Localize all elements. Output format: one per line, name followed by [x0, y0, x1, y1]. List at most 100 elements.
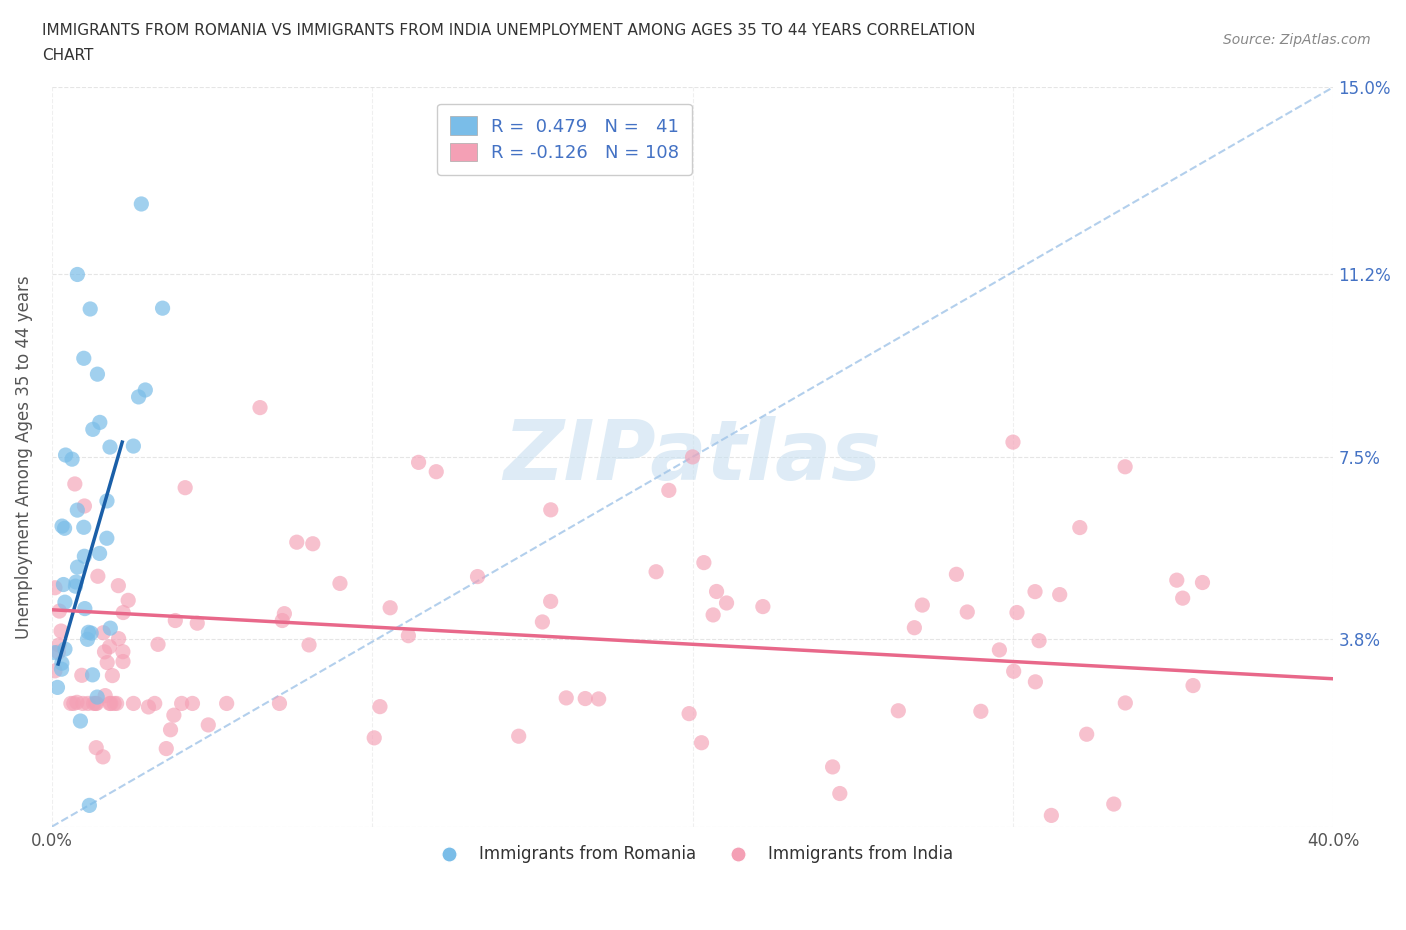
Point	[66, 695, 89, 710]
Point	[94, 688, 117, 703]
Point	[165, 613, 187, 628]
Point	[65, 578, 87, 593]
Point	[887, 703, 910, 718]
Point	[66, 502, 89, 517]
Point	[91, 750, 114, 764]
Point	[77, 696, 100, 711]
Point	[98, 440, 121, 455]
Point	[138, 699, 160, 714]
Point	[49, 624, 72, 639]
Point	[53, 594, 76, 609]
Text: CHART: CHART	[42, 48, 94, 63]
Point	[1171, 591, 1194, 605]
Point	[105, 696, 128, 711]
Point	[107, 578, 129, 593]
Point	[96, 531, 118, 546]
Point	[79, 301, 101, 316]
Point	[956, 604, 979, 619]
Point	[46, 680, 69, 695]
Point	[273, 606, 295, 621]
Point	[143, 696, 166, 711]
Point	[531, 615, 554, 630]
Point	[645, 565, 668, 579]
Point	[911, 598, 934, 613]
Point	[93, 644, 115, 659]
Point	[1024, 674, 1046, 689]
Point	[98, 696, 121, 711]
Point	[117, 593, 139, 608]
Point	[98, 639, 121, 654]
Point	[111, 644, 134, 659]
Point	[112, 605, 135, 620]
Point	[396, 629, 419, 644]
Point	[1102, 797, 1125, 812]
Point	[86, 690, 108, 705]
Point	[1049, 587, 1071, 602]
Text: Source: ZipAtlas.com: Source: ZipAtlas.com	[1223, 33, 1371, 46]
Point	[1005, 605, 1028, 620]
Point	[588, 692, 610, 707]
Point	[301, 537, 323, 551]
Point	[658, 483, 681, 498]
Point	[163, 708, 186, 723]
Point	[80, 626, 103, 641]
Point	[82, 422, 104, 437]
Point	[574, 691, 596, 706]
Point	[96, 655, 118, 670]
Point	[329, 576, 352, 591]
Point	[44, 645, 66, 660]
Point	[73, 351, 96, 365]
Point	[73, 520, 96, 535]
Point	[155, 741, 177, 756]
Point	[540, 502, 562, 517]
Point	[682, 449, 704, 464]
Point	[87, 569, 110, 584]
Point	[152, 300, 174, 315]
Point	[107, 631, 129, 646]
Point	[65, 575, 87, 590]
Point	[101, 668, 124, 683]
Text: IMMIGRANTS FROM ROMANIA VS IMMIGRANTS FROM INDIA UNEMPLOYMENT AMONG AGES 35 TO 4: IMMIGRANTS FROM ROMANIA VS IMMIGRANTS FR…	[42, 23, 976, 38]
Point	[752, 599, 775, 614]
Point	[73, 601, 96, 616]
Point	[249, 400, 271, 415]
Point	[706, 584, 728, 599]
Point	[693, 555, 716, 570]
Point	[215, 696, 238, 711]
Point	[368, 699, 391, 714]
Point	[77, 625, 100, 640]
Point	[86, 696, 108, 711]
Point	[1001, 434, 1024, 449]
Point	[363, 730, 385, 745]
Point	[53, 521, 76, 536]
Point	[44, 663, 66, 678]
Point	[53, 642, 76, 657]
Point	[269, 696, 291, 711]
Point	[103, 696, 125, 711]
Point	[51, 519, 73, 534]
Point	[1191, 575, 1213, 590]
Point	[96, 494, 118, 509]
Point	[828, 786, 851, 801]
Point	[76, 631, 98, 646]
Point	[988, 643, 1011, 658]
Point	[159, 723, 181, 737]
Point	[51, 656, 73, 671]
Point	[186, 616, 208, 631]
Point	[702, 607, 724, 622]
Point	[46, 644, 69, 659]
Point	[59, 696, 82, 711]
Point	[181, 696, 204, 711]
Point	[134, 382, 156, 397]
Point	[79, 798, 101, 813]
Point	[100, 696, 122, 711]
Point	[1069, 520, 1091, 535]
Point	[122, 696, 145, 711]
Point	[83, 696, 105, 711]
Point	[122, 439, 145, 454]
Point	[128, 390, 150, 405]
Point	[73, 498, 96, 513]
Point	[48, 638, 70, 653]
Point	[48, 604, 70, 618]
Point	[425, 464, 447, 479]
